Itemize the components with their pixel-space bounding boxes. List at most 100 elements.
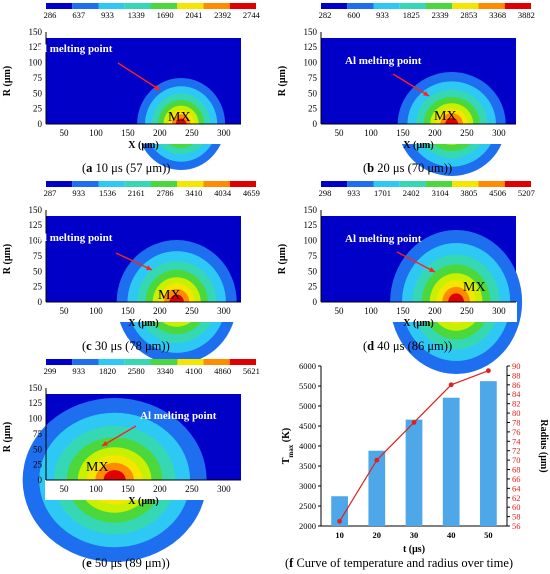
colorbar-tick-label: 933 [101,10,114,20]
y2-tick-label: 82 [512,399,521,409]
x-tick-label: 300 [217,128,231,138]
colorbar-segment [426,181,453,187]
y-tick-label: 100 [29,58,43,68]
x-tick-label: 150 [396,128,410,138]
colorbar-tick-label: 1339 [128,10,145,20]
plot-mask [320,124,517,144]
radius-point [411,420,417,425]
contour-panel-d: 298 933 1701 2402 3104 3805 4506 5207 0 25 50 75 100… [275,178,550,374]
y-tick-label: 4500 [299,421,316,431]
y-tick-label: 6000 [299,361,316,371]
x-tick-label: 50 [60,128,70,138]
y-tick-label: 100 [304,236,318,246]
temperature-radius-chart: 2000 2500 3000 3500 4000 4500 5000 5500 6000 5658… [281,361,549,555]
y-axis-label: R (μm) [277,244,288,274]
colorbar-segment [452,181,479,187]
chart-panel-f: 2000 2500 3000 3500 4000 4500 5000 5500 6000 56 58… [275,354,550,555]
plot-mask [45,480,242,500]
colorbar-tick-label: 3805 [460,188,477,198]
y2-tick-label: 56 [512,521,521,531]
colorbar-segment [203,181,230,187]
y-tick-label: 25 [308,104,318,114]
annotation-arrow [392,73,430,97]
y-tick-label: 125 [304,220,318,230]
x-axis-label: X (μm) [403,140,433,151]
colorbar-tick-label: 2339 [432,10,449,20]
y2-tick-label: 80 [512,408,521,418]
colorbar-segment [177,3,204,9]
x-tick-label: 50 [60,306,70,316]
y2-axis-label: Radius (μm) [538,419,549,472]
colorbar-segment [72,181,99,187]
colorbar-tick-label: 299 [44,366,57,376]
mx-label: MX [463,280,486,295]
colorbar-segment [321,181,348,187]
contour-plot-e: 299 933 1820 2580 3340 4100 4860 5621 0 25 50 75 100… [2,359,260,562]
colorbar-segment [98,3,125,9]
colorbar-tick-label: 287 [44,188,57,198]
contour-panel-b: 282 600 933 1825 2339 2853 3368 3882 0 25 50 75 100 1… [275,0,550,176]
y-axis-label: Tmax (K) [281,428,295,464]
annotation-arrowhead [102,441,108,446]
y2-tick-label: 74 [512,436,521,446]
y2-tick-label: 78 [512,417,521,427]
colorbar-segment [478,181,505,187]
y-tick-label: 150 [304,27,318,37]
x-tick-label: 150 [121,128,135,138]
colorbar-segment [151,181,178,187]
y-tick-label: 75 [308,73,318,83]
x-tick-label: 50 [484,530,493,540]
x-tick-label: 100 [89,306,103,316]
colorbar-segment [452,3,479,9]
y2-tick-label: 64 [512,483,521,493]
y2-tick-label: 62 [512,493,521,503]
caption-d: (d 40 μs (86 μm)) [363,339,453,353]
y-tick-label: 125 [29,42,43,52]
y-tick-label: 50 [33,266,43,276]
x-tick-label: 100 [89,484,103,494]
x-tick-label: 30 [410,530,419,540]
al-melting-point-annotation: Al melting point [345,55,422,67]
y-axis-label: R (μm) [277,66,288,96]
y-tick-label: 0 [313,297,318,307]
x-tick-label: 150 [121,306,135,316]
y-tick-label: 3500 [299,461,316,471]
x-axis-label: X (μm) [403,318,433,329]
al-melting-point-annotation: Al melting point [36,232,113,244]
colorbar-segment [321,3,348,9]
x-tick-label: 200 [428,128,442,138]
x-tick-label: 50 [335,128,345,138]
caption-e: (e 50 μs (89 μm)) [82,556,170,570]
y-tick-label: 50 [33,88,43,98]
colorbar-tick-label: 2744 [243,10,261,20]
plot-mask [45,302,242,322]
y-tick-label: 0 [313,119,318,129]
y-tick-label: 5500 [299,381,316,391]
caption-a: (a 10 μs (57 μm)) [82,161,171,175]
contour-plot-d: 298 933 1701 2402 3104 3805 4506 5207 0 25 50 75 100… [277,181,535,374]
y-tick-label: 75 [33,73,43,83]
y-tick-label: 25 [33,282,43,292]
x-tick-label: 10 [335,530,344,540]
x-tick-label: 200 [153,306,167,316]
colorbar-tick-label: 2392 [214,10,231,20]
colorbar-tick-label: 1825 [403,10,420,20]
colorbar-segment [124,359,151,365]
caption-c: (c 30 μs (78 μm)) [82,339,170,353]
colorbar-tick-label: 3340 [157,366,174,376]
y2-tick-label: 84 [512,389,521,399]
y-tick-label: 3000 [299,481,316,491]
y-tick-label: 125 [29,220,43,230]
colorbar-tick-label: 933 [72,366,85,376]
x-axis-label: X (μm) [128,140,158,151]
colorbar-tick-label: 933 [376,10,389,20]
colorbar-segment [72,3,99,9]
colorbar-tick-label: 1701 [374,188,391,198]
caption-f: (f Curve of temperature and radius over … [285,556,514,570]
colorbar-segment [46,3,73,9]
y-axis-label: R (μm) [2,244,13,274]
colorbar-segment [373,181,400,187]
y2-tick-label: 76 [512,427,521,437]
contour-plot-a: 286 637 933 1339 1690 2041 2392 2744 0 25 50 75 100 1… [2,3,261,170]
y-tick-label: 25 [33,104,43,114]
